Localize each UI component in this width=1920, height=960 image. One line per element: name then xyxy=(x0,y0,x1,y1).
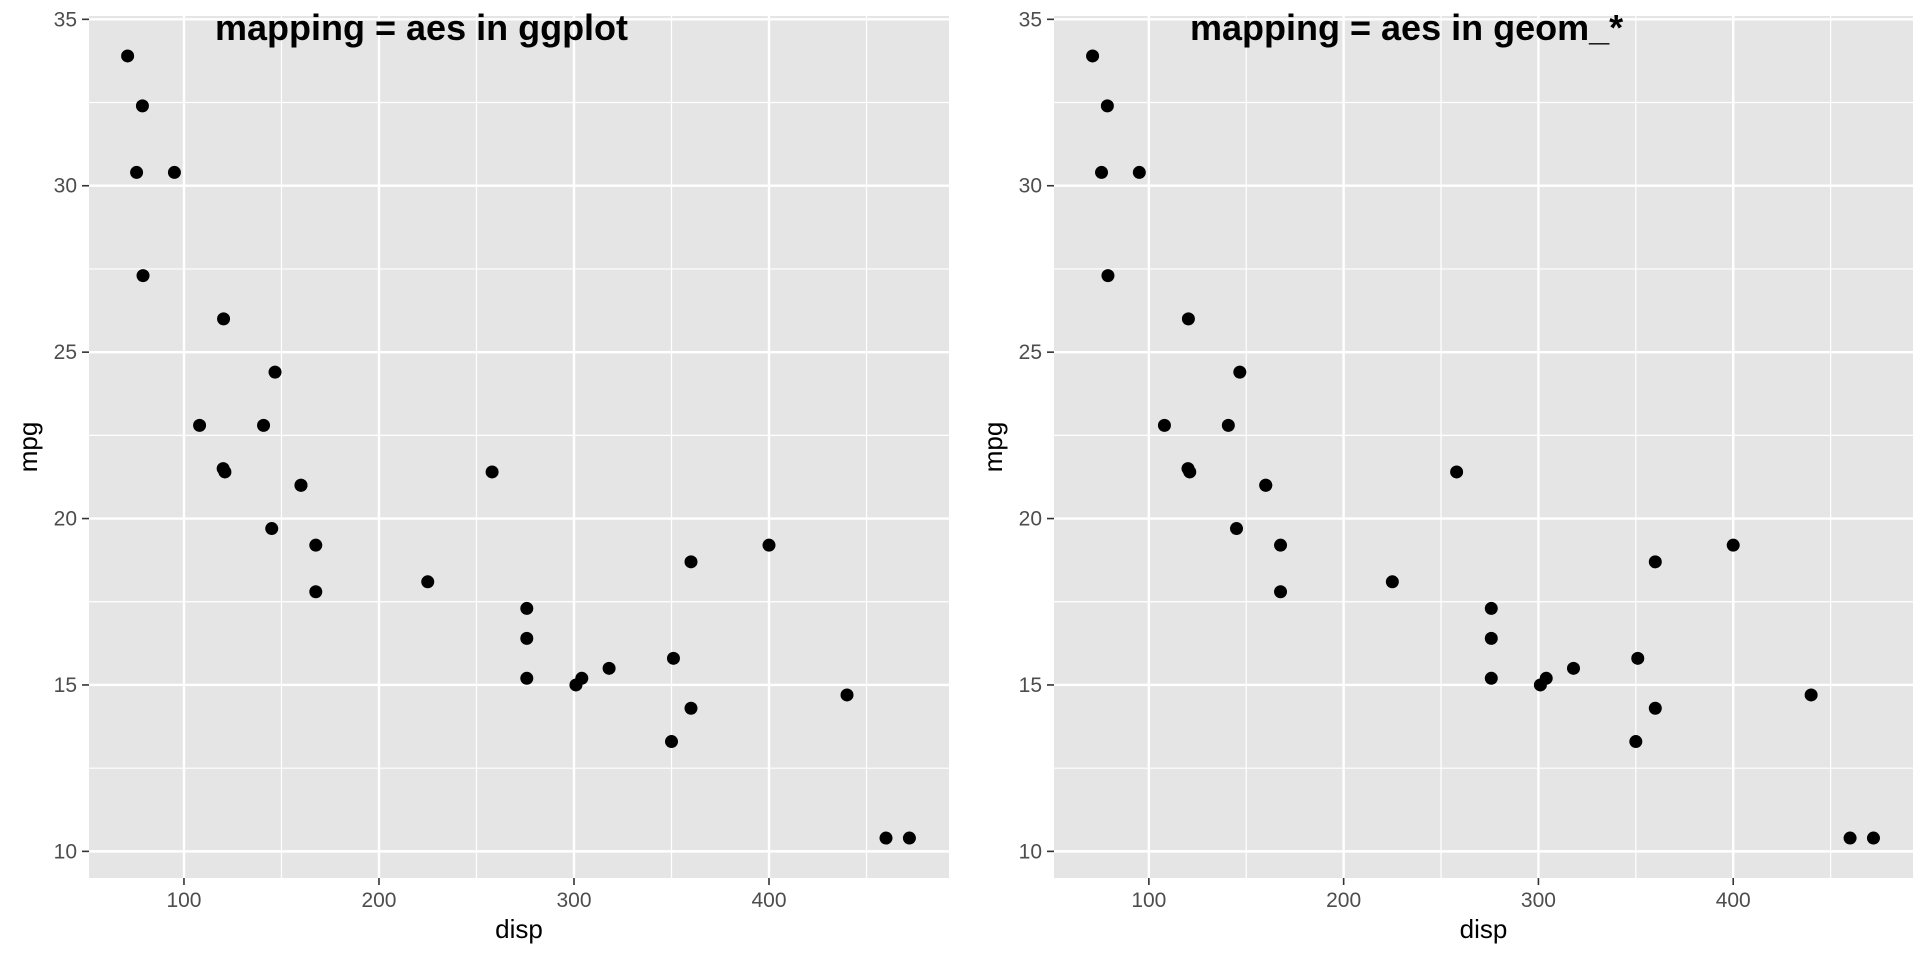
data-point xyxy=(1566,661,1580,675)
plot-title: mapping = aes in ggplot xyxy=(215,7,628,48)
data-point xyxy=(1221,418,1235,432)
data-point xyxy=(1484,601,1498,615)
data-point xyxy=(217,312,231,326)
x-axis-title: disp xyxy=(1460,914,1508,944)
data-point xyxy=(421,575,435,589)
data-point xyxy=(135,99,149,113)
data-point xyxy=(520,601,534,615)
data-point xyxy=(309,585,323,599)
x-axis-title: disp xyxy=(495,914,543,944)
data-point xyxy=(136,269,150,283)
data-point xyxy=(121,49,135,63)
y-tick-label: 30 xyxy=(54,175,77,198)
data-point xyxy=(1274,585,1288,599)
data-point xyxy=(1804,688,1818,702)
data-point xyxy=(294,478,308,492)
plot-background xyxy=(1054,16,1913,878)
x-tick-label: 400 xyxy=(751,889,786,912)
data-point xyxy=(879,831,893,845)
data-point xyxy=(520,631,534,645)
plot-background xyxy=(89,16,949,878)
data-point xyxy=(602,661,616,675)
data-point xyxy=(1095,165,1109,179)
y-tick-label: 25 xyxy=(1019,341,1042,364)
data-point xyxy=(1484,631,1498,645)
x-tick-label: 300 xyxy=(556,889,591,912)
data-point xyxy=(257,418,271,432)
panel-2: 100 200 300 400 10 15 20 25 30 35 disp mpg mapping =… xyxy=(978,7,1913,944)
x-tick-label: 300 xyxy=(1521,889,1556,912)
data-point xyxy=(1233,365,1247,379)
data-point xyxy=(1157,418,1171,432)
data-point xyxy=(1086,49,1100,63)
data-point xyxy=(840,688,854,702)
data-point xyxy=(130,165,144,179)
panel-1: 100 200 300 400 10 15 20 25 30 35 disp mpg mapping =… xyxy=(13,7,949,944)
y-tick-label: 10 xyxy=(54,840,77,863)
y-tick-label: 25 xyxy=(54,341,77,364)
data-point xyxy=(1132,165,1146,179)
data-point xyxy=(902,831,916,845)
plot-title: mapping = aes in geom_* xyxy=(1190,7,1623,48)
x-tick-label: 400 xyxy=(1716,889,1751,912)
data-point xyxy=(1181,312,1195,326)
y-tick-label: 15 xyxy=(1019,674,1042,697)
y-tick-label: 15 xyxy=(54,674,77,697)
data-point xyxy=(1726,538,1740,552)
data-point xyxy=(1100,99,1114,113)
x-tick-label: 100 xyxy=(166,889,201,912)
data-point xyxy=(193,418,207,432)
data-point xyxy=(664,735,678,749)
y-tick-label: 20 xyxy=(1019,508,1042,531)
data-point xyxy=(1230,522,1244,536)
data-point xyxy=(666,651,680,665)
data-point xyxy=(1629,735,1643,749)
data-point xyxy=(265,522,279,536)
data-point xyxy=(485,465,499,479)
x-tick-label: 200 xyxy=(1326,889,1361,912)
data-point xyxy=(1385,575,1399,589)
data-point xyxy=(309,538,323,552)
data-point xyxy=(268,365,282,379)
data-point xyxy=(762,538,776,552)
data-point xyxy=(684,555,698,569)
data-point xyxy=(1843,831,1857,845)
data-point xyxy=(218,465,232,479)
data-point xyxy=(1183,465,1197,479)
data-point xyxy=(167,165,181,179)
y-tick-label: 30 xyxy=(1019,175,1042,198)
data-point xyxy=(520,671,534,685)
y-axis-title: mpg xyxy=(978,422,1008,473)
y-tick-label: 10 xyxy=(1019,840,1042,863)
data-point xyxy=(1648,701,1662,715)
data-point xyxy=(1274,538,1288,552)
data-point xyxy=(684,701,698,715)
y-axis-title: mpg xyxy=(13,422,43,473)
data-point xyxy=(1648,555,1662,569)
y-tick-label: 35 xyxy=(54,8,77,31)
data-point xyxy=(1101,269,1115,283)
data-point xyxy=(1631,651,1645,665)
x-tick-label: 200 xyxy=(361,889,396,912)
y-tick-label: 35 xyxy=(1019,8,1042,31)
data-point xyxy=(1484,671,1498,685)
data-point xyxy=(1533,678,1547,692)
x-tick-label: 100 xyxy=(1131,889,1166,912)
y-tick-label: 20 xyxy=(54,508,77,531)
data-point xyxy=(569,678,583,692)
data-point xyxy=(1450,465,1464,479)
data-point xyxy=(1259,478,1273,492)
data-point xyxy=(1866,831,1880,845)
